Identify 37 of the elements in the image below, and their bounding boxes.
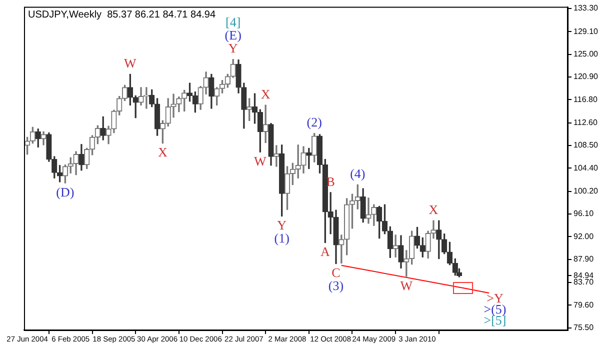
- y-tick-label: 96.10: [574, 209, 594, 218]
- y-tick-label: 79.60: [574, 300, 594, 310]
- y-tick-label: 108.50: [574, 140, 599, 150]
- candlestick: [392, 234, 398, 258]
- y-tick-label: 125.00: [574, 50, 599, 59]
- annotation: Y: [228, 40, 238, 56]
- y-tick-label: 75.50: [574, 322, 594, 332]
- annotation: X: [260, 86, 271, 102]
- annotation: X: [428, 202, 439, 218]
- annotation: (E): [224, 28, 242, 43]
- annotation: (1): [274, 230, 290, 246]
- annotation: X: [158, 144, 168, 160]
- annotation: (D): [56, 184, 74, 200]
- y-tick-label: 104.40: [574, 163, 599, 172]
- annotation: Y: [277, 218, 288, 233]
- annotation: C: [332, 265, 340, 280]
- annotation: A: [320, 244, 330, 260]
- annotation: (2): [306, 114, 322, 130]
- y-tick-label: 112.60: [574, 118, 598, 128]
- y-tick-label: 129.10: [574, 26, 599, 36]
- annotation: (3): [328, 278, 344, 294]
- y-tick-label: 83.70: [574, 278, 594, 287]
- y-tick-label: 87.90: [574, 254, 594, 264]
- candlestick: [366, 198, 372, 224]
- y-tick-label: 100.20: [574, 186, 599, 196]
- y-tick-label: 84.94: [574, 270, 594, 280]
- annotation: (4): [350, 166, 366, 182]
- y-tick-label: 120.90: [574, 72, 599, 82]
- annotation: [4]: [226, 14, 241, 30]
- y-tick-label: 133.30: [574, 4, 599, 13]
- annotation: W: [254, 154, 268, 169]
- annotation: W: [124, 56, 138, 71]
- annotation: W: [400, 278, 414, 293]
- y-tick-label: 116.80: [574, 94, 598, 104]
- y-tick-label: 92.00: [574, 232, 594, 241]
- chart-title: USDJPY,Weekly 85.37 86.21 84.71 84.94: [28, 10, 216, 21]
- candlestick: [274, 145, 280, 167]
